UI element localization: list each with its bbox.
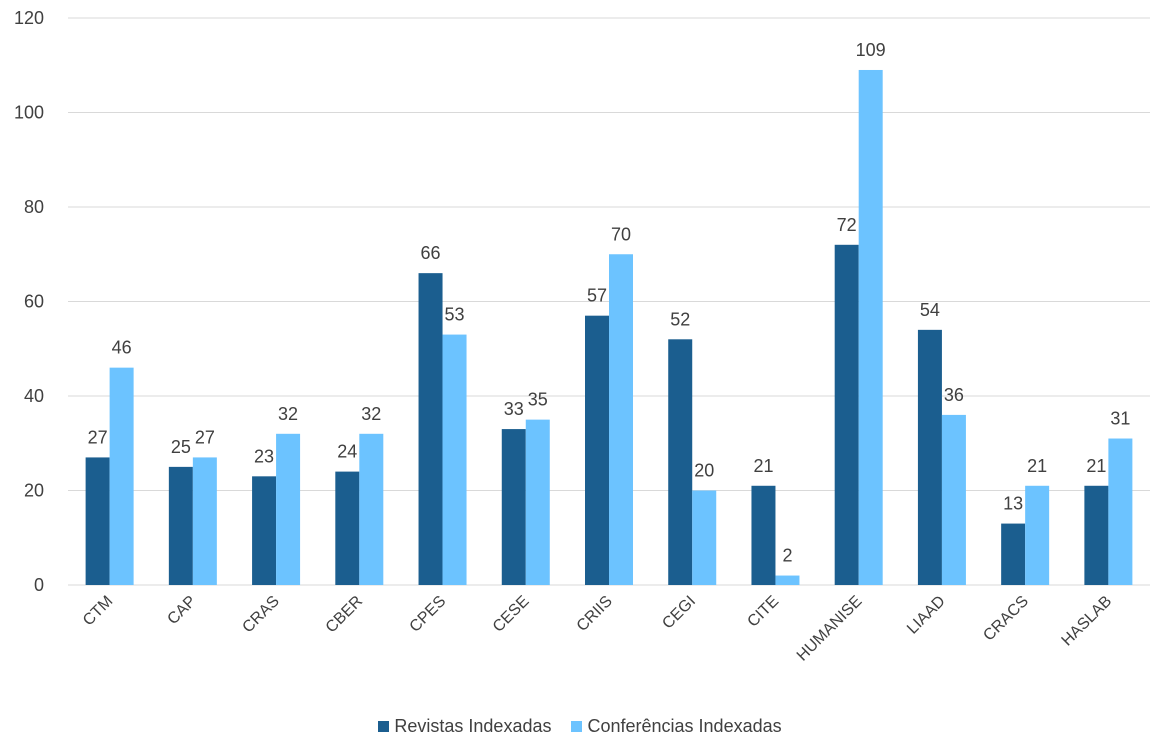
data-label: 70 xyxy=(611,224,631,244)
data-label: 31 xyxy=(1110,409,1130,429)
bar xyxy=(85,457,110,585)
x-axis-ticks: CTM CAP CRAS CBER CPES CESE CRIIS CEGI CITE HUMAN… xyxy=(80,593,1115,665)
bar xyxy=(751,485,776,585)
x-tick-label: CITE xyxy=(744,593,782,631)
x-tick-label: CRIIS xyxy=(574,593,616,635)
legend-label-conferencias: Conferências Indexadas xyxy=(587,716,782,736)
legend: Revistas Indexadas Conferências Indexada… xyxy=(0,716,1160,737)
bar xyxy=(442,334,467,585)
data-label: 72 xyxy=(837,215,857,235)
bar xyxy=(1084,485,1109,585)
bar xyxy=(692,490,717,585)
x-tick-label: HASLAB xyxy=(1059,593,1116,650)
x-tick-label: CTM xyxy=(80,593,117,630)
data-label: 20 xyxy=(694,461,714,481)
data-label: 27 xyxy=(88,427,108,447)
data-label: 32 xyxy=(278,404,298,424)
data-label: 52 xyxy=(670,309,690,329)
bar xyxy=(192,457,217,585)
data-label: 2 xyxy=(782,546,792,566)
bar xyxy=(109,367,134,585)
data-label: 46 xyxy=(112,338,132,358)
y-tick-label: 80 xyxy=(24,197,44,217)
legend-item-revistas: Revistas Indexadas xyxy=(378,716,551,737)
bar xyxy=(668,339,693,585)
x-tick-label: CBER xyxy=(323,593,366,636)
legend-label-revistas: Revistas Indexadas xyxy=(394,716,552,736)
x-tick-label: CESE xyxy=(490,593,533,636)
y-tick-label: 20 xyxy=(24,481,44,501)
bar xyxy=(252,476,277,585)
x-tick-label: CEGI xyxy=(659,593,699,633)
data-label: 21 xyxy=(1086,456,1106,476)
data-label: 57 xyxy=(587,286,607,306)
y-tick-label: 40 xyxy=(24,386,44,406)
bar xyxy=(834,244,859,586)
bar xyxy=(168,466,193,585)
data-label: 24 xyxy=(337,442,357,462)
data-label: 35 xyxy=(528,390,548,410)
data-label: 23 xyxy=(254,446,274,466)
data-label: 33 xyxy=(504,399,524,419)
data-label: 25 xyxy=(171,437,191,457)
bar xyxy=(609,254,633,585)
data-label: 53 xyxy=(445,305,465,325)
legend-swatch-revistas xyxy=(378,721,390,732)
x-tick-label: CPES xyxy=(407,593,450,636)
y-tick-label: 100 xyxy=(14,103,44,123)
x-tick-label: CAP xyxy=(164,593,199,628)
bar xyxy=(1001,523,1026,585)
y-tick-label: 60 xyxy=(24,292,44,312)
data-label: 36 xyxy=(944,385,964,405)
data-label: 27 xyxy=(195,427,215,447)
bar xyxy=(775,575,800,585)
bar xyxy=(276,433,301,585)
legend-swatch-conferencias xyxy=(571,721,583,732)
bar xyxy=(501,429,526,585)
data-label: 21 xyxy=(1027,456,1047,476)
data-label: 13 xyxy=(1003,494,1023,514)
bar xyxy=(525,419,550,585)
bar xyxy=(335,471,360,585)
data-label: 54 xyxy=(920,300,940,320)
data-label: 109 xyxy=(856,40,886,60)
bar xyxy=(1025,485,1050,585)
data-label: 66 xyxy=(421,243,441,263)
bar xyxy=(858,69,883,586)
bars xyxy=(85,69,1133,586)
x-tick-label: HUMANISE xyxy=(794,593,866,665)
y-axis-ticks: 0 20 40 60 80 100 120 xyxy=(14,8,44,595)
bar xyxy=(1108,438,1133,585)
bar xyxy=(941,414,966,585)
y-tick-label: 0 xyxy=(34,575,44,595)
x-tick-label: CRACS xyxy=(980,593,1032,645)
legend-item-conferencias: Conferências Indexadas xyxy=(571,716,782,737)
data-label: 21 xyxy=(753,456,773,476)
bar xyxy=(359,433,384,585)
bar xyxy=(585,315,609,585)
data-label: 32 xyxy=(361,404,381,424)
x-tick-label: LIAAD xyxy=(904,593,949,638)
bar xyxy=(917,329,942,585)
x-tick-label: CRAS xyxy=(239,593,282,636)
y-tick-label: 120 xyxy=(14,8,44,28)
bar xyxy=(418,273,443,585)
